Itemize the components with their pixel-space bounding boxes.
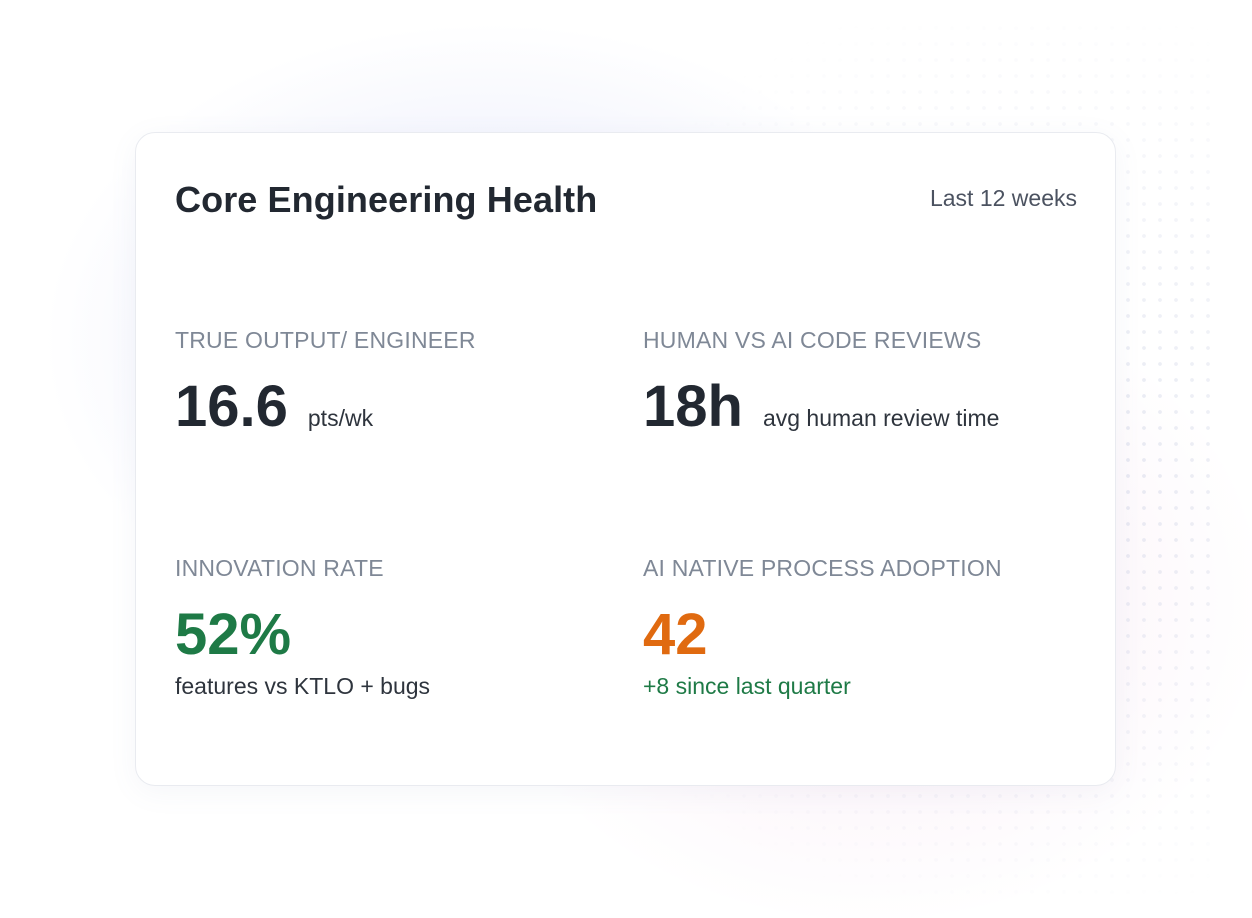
metric-value-row: 52% [175, 604, 615, 666]
metric-value: 16.6 [175, 374, 288, 439]
metric-unit: pts/wk [307, 405, 374, 431]
metric-unit: avg human review time [762, 405, 1000, 431]
metric-value-row: 42 [643, 604, 1083, 666]
metric-code-reviews: HUMAN VS AI CODE REVIEWS 18h avg human r… [643, 326, 1083, 438]
metric-value: 18h [643, 374, 743, 439]
metric-label: INNOVATION RATE [175, 555, 384, 581]
time-period-label: Last 12 weeks [929, 185, 1077, 211]
metric-innovation-rate: INNOVATION RATE 52% features vs KTLO + b… [175, 554, 615, 700]
metric-label: TRUE OUTPUT/ ENGINEER [175, 327, 476, 353]
metric-value-row: 16.6 pts/wk [175, 376, 615, 438]
metric-subtext: features vs KTLO + bugs [175, 673, 431, 699]
metric-label: AI NATIVE PROCESS ADOPTION [643, 555, 1002, 581]
metric-true-output: TRUE OUTPUT/ ENGINEER 16.6 pts/wk [175, 326, 615, 438]
metric-change-indicator: +8 since last quarter [643, 673, 851, 699]
metric-ai-adoption: AI NATIVE PROCESS ADOPTION 42 +8 since l… [643, 554, 1083, 700]
metric-value: 52% [175, 602, 292, 667]
metric-value-row: 18h avg human review time [643, 376, 1083, 438]
metric-label: HUMAN VS AI CODE REVIEWS [643, 327, 982, 353]
engineering-health-card: Core Engineering Health Last 12 weeks TR… [135, 132, 1116, 786]
metric-value: 42 [643, 602, 708, 667]
card-title: Core Engineering Health [175, 179, 598, 220]
